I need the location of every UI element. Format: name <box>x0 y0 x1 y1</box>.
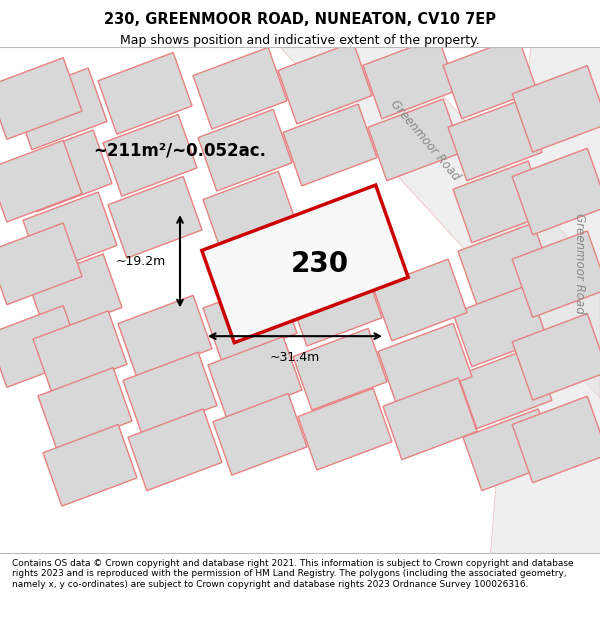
Polygon shape <box>458 223 552 304</box>
Text: 230: 230 <box>291 250 349 278</box>
Polygon shape <box>512 314 600 400</box>
Polygon shape <box>463 409 557 491</box>
Polygon shape <box>512 148 600 235</box>
Polygon shape <box>378 323 472 405</box>
Text: ~31.4m: ~31.4m <box>270 351 320 364</box>
Polygon shape <box>512 231 600 318</box>
Text: Map shows position and indicative extent of the property.: Map shows position and indicative extent… <box>120 34 480 47</box>
Polygon shape <box>288 264 382 346</box>
Polygon shape <box>38 368 132 449</box>
Polygon shape <box>33 311 127 392</box>
Polygon shape <box>448 99 542 181</box>
Polygon shape <box>278 42 372 124</box>
Polygon shape <box>213 394 307 475</box>
Polygon shape <box>103 114 197 196</box>
Polygon shape <box>298 388 392 470</box>
Polygon shape <box>18 130 112 212</box>
Polygon shape <box>458 347 552 429</box>
Polygon shape <box>203 171 297 253</box>
Polygon shape <box>283 104 377 186</box>
Polygon shape <box>0 223 82 304</box>
Polygon shape <box>373 259 467 341</box>
Polygon shape <box>43 424 137 506</box>
Polygon shape <box>512 396 600 482</box>
Polygon shape <box>293 328 387 410</box>
Text: Greenmoor Road: Greenmoor Road <box>574 214 587 314</box>
Polygon shape <box>128 409 222 491</box>
Polygon shape <box>118 296 212 377</box>
Polygon shape <box>512 66 600 152</box>
Polygon shape <box>13 68 107 150</box>
Polygon shape <box>368 99 462 181</box>
Polygon shape <box>280 47 600 398</box>
Polygon shape <box>453 285 547 367</box>
Polygon shape <box>0 141 82 222</box>
Polygon shape <box>202 185 408 342</box>
Text: 230, GREENMOOR ROAD, NUNEATON, CV10 7EP: 230, GREENMOOR ROAD, NUNEATON, CV10 7EP <box>104 12 496 27</box>
Polygon shape <box>23 192 117 274</box>
Polygon shape <box>28 254 122 336</box>
Polygon shape <box>363 37 457 119</box>
Polygon shape <box>0 58 82 139</box>
Polygon shape <box>108 176 202 258</box>
Polygon shape <box>490 47 600 553</box>
Polygon shape <box>203 280 297 361</box>
Polygon shape <box>383 378 477 459</box>
Polygon shape <box>123 352 217 434</box>
Text: Greenmoor Road: Greenmoor Road <box>388 97 463 182</box>
Text: Contains OS data © Crown copyright and database right 2021. This information is : Contains OS data © Crown copyright and d… <box>12 559 574 589</box>
Polygon shape <box>453 161 547 242</box>
Polygon shape <box>0 306 82 388</box>
Polygon shape <box>208 337 302 418</box>
Text: ~211m²/~0.052ac.: ~211m²/~0.052ac. <box>94 141 266 159</box>
Polygon shape <box>193 48 287 129</box>
Text: ~19.2m: ~19.2m <box>116 255 166 268</box>
Polygon shape <box>443 37 537 119</box>
Polygon shape <box>198 109 292 191</box>
Polygon shape <box>98 52 192 134</box>
